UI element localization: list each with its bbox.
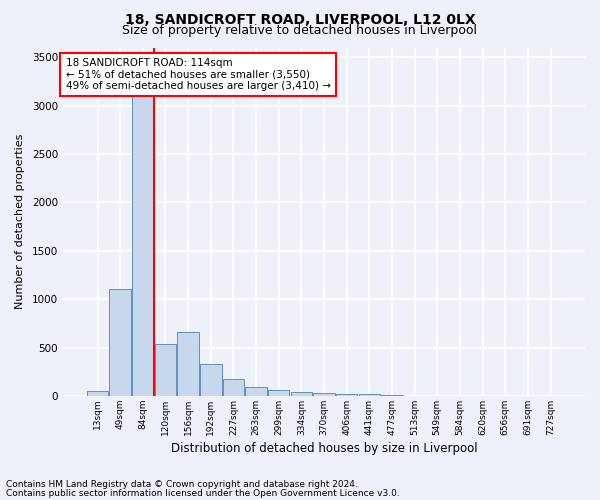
Y-axis label: Number of detached properties: Number of detached properties [15,134,25,310]
Bar [336,394,358,396]
Text: 18 SANDICROFT ROAD: 114sqm
← 51% of detached houses are smaller (3,550)
49% of s: 18 SANDICROFT ROAD: 114sqm ← 51% of deta… [65,58,331,91]
Bar [109,290,131,396]
X-axis label: Distribution of detached houses by size in Liverpool: Distribution of detached houses by size … [171,442,478,455]
Bar [268,390,289,396]
Bar [245,386,267,396]
Text: Contains public sector information licensed under the Open Government Licence v3: Contains public sector information licen… [6,488,400,498]
Bar [200,364,221,396]
Bar [87,391,108,396]
Bar [313,393,335,396]
Bar [132,62,154,396]
Text: 18, SANDICROFT ROAD, LIVERPOOL, L12 0LX: 18, SANDICROFT ROAD, LIVERPOOL, L12 0LX [125,12,475,26]
Bar [290,392,312,396]
Bar [359,394,380,396]
Bar [155,344,176,396]
Bar [223,379,244,396]
Bar [178,332,199,396]
Text: Contains HM Land Registry data © Crown copyright and database right 2024.: Contains HM Land Registry data © Crown c… [6,480,358,489]
Text: Size of property relative to detached houses in Liverpool: Size of property relative to detached ho… [122,24,478,37]
